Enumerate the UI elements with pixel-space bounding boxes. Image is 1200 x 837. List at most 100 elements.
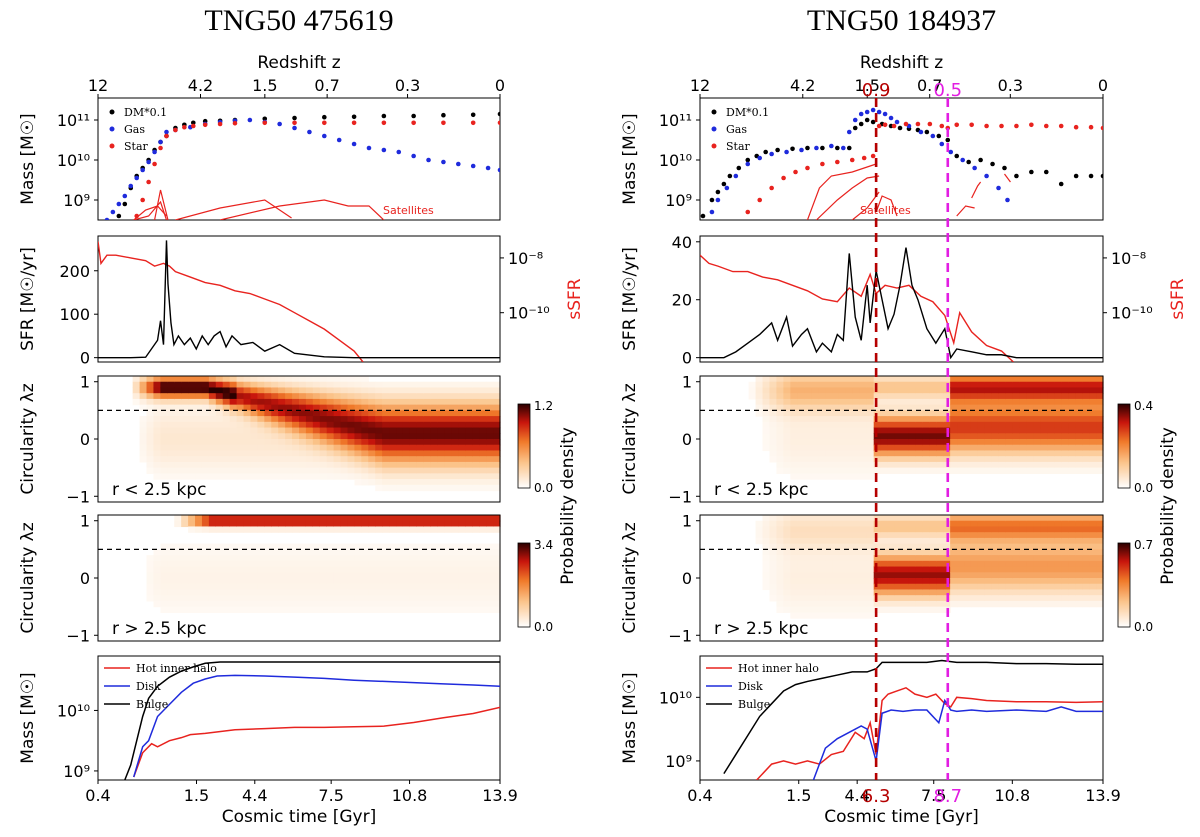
heatmap-cell <box>804 595 812 602</box>
heatmap-cell <box>423 393 432 400</box>
heatmap-cell <box>368 526 376 533</box>
heatmap-cell <box>444 606 453 613</box>
gas-mass-point <box>724 185 730 191</box>
heatmap-cell <box>396 560 404 568</box>
heatmap-cell <box>250 404 259 411</box>
heatmap-cell <box>423 387 432 394</box>
heatmap-cell <box>908 387 916 394</box>
heatmap-cell <box>285 381 293 389</box>
heatmap-cell <box>195 439 203 446</box>
heatmap-cell <box>838 578 847 585</box>
heatmap-cell <box>299 595 307 602</box>
heatmap-cell <box>264 473 272 480</box>
heatmap-cell <box>271 387 279 394</box>
heatmap-cell <box>402 578 411 585</box>
heatmap-cell <box>1075 456 1083 463</box>
heatmap-cell <box>970 467 979 474</box>
heatmap-cell <box>866 381 875 389</box>
heatmap-cell <box>838 450 847 457</box>
heatmap-cell <box>783 398 791 406</box>
gas-mass-point <box>470 163 476 169</box>
heatmap-cell <box>250 549 259 556</box>
heatmap-cell <box>1033 444 1042 452</box>
heatmap-cell <box>797 606 805 613</box>
heatmap-cell <box>472 549 480 556</box>
heatmap-cell <box>326 549 335 556</box>
heatmap-cell <box>222 572 231 579</box>
heatmap-cell <box>430 543 439 550</box>
heatmap-cell <box>1005 387 1014 394</box>
heatmap-cell <box>312 467 321 474</box>
heatmap-cell <box>1012 572 1021 579</box>
heatmap-cell <box>465 450 473 457</box>
heatmap-cell <box>811 595 819 602</box>
heatmap-cell <box>305 555 314 562</box>
heatmap-cell <box>998 393 1007 400</box>
heatmap-cell <box>1019 572 1028 579</box>
heatmap-cell <box>1012 404 1021 411</box>
heatmap-cell <box>347 520 356 528</box>
heatmap-cell <box>894 555 903 562</box>
heatmap-cell <box>1012 444 1021 452</box>
heatmap-cell <box>347 583 356 591</box>
heatmap-cell <box>333 606 342 613</box>
heatmap-cell <box>832 566 840 573</box>
components-panel-frame <box>699 655 1104 781</box>
heatmap-cell <box>195 555 203 562</box>
heatmap-cell <box>818 612 826 619</box>
heatmap-cell <box>783 549 791 556</box>
heatmap-cell <box>984 404 993 411</box>
heatmap-cell <box>312 578 321 585</box>
heatmap-cell <box>160 572 168 579</box>
heatmap-cell <box>368 479 376 486</box>
heatmap-cell <box>229 473 238 480</box>
heatmap-cell <box>305 456 314 463</box>
heatmap-cell <box>1096 456 1104 463</box>
heatmap-cell <box>1012 595 1021 602</box>
heatmap-cell <box>1096 439 1104 446</box>
heatmap-cell <box>832 549 840 556</box>
heatmap-cell <box>783 572 791 579</box>
heatmap-cell <box>181 456 189 463</box>
heatmap-cell <box>465 520 473 528</box>
heatmap-cell <box>894 444 903 452</box>
heatmap-cell <box>472 467 480 474</box>
heatmap-cell <box>1026 578 1035 585</box>
heatmap-cell <box>416 583 425 591</box>
heatmap-cell <box>361 427 369 434</box>
heatmap-cell <box>1019 555 1028 562</box>
heatmap-cell <box>977 439 986 446</box>
heatmap-cell <box>236 404 245 411</box>
heatmap-cell <box>929 578 937 585</box>
heatmap-cell <box>354 572 362 579</box>
heatmap-cell <box>479 595 487 602</box>
heatmap-cell <box>271 578 279 585</box>
heatmap-cell <box>409 515 418 522</box>
heatmap-cell <box>1026 444 1035 452</box>
heatmap-cell <box>146 421 155 429</box>
heatmap-cell <box>472 515 480 522</box>
heatmap-cell <box>887 543 896 550</box>
heatmap-cell <box>236 520 245 528</box>
heatmap-cell <box>458 450 466 457</box>
heatmap-cell <box>1096 543 1104 550</box>
heatmap-cell <box>894 583 903 591</box>
heatmap-cell <box>347 543 356 550</box>
heatmap-cell <box>160 543 168 550</box>
heatmap-cell <box>215 600 224 608</box>
heatmap-cell <box>222 404 231 411</box>
redshift-tick-label: 12 <box>690 76 710 95</box>
heatmap-cell <box>333 410 342 417</box>
heatmap-cell <box>1082 560 1090 568</box>
heatmap-cell <box>361 404 369 411</box>
heatmap-cell <box>818 543 826 550</box>
star-mass-point <box>861 155 867 161</box>
heatmap-cell <box>285 583 293 591</box>
radius-label: r < 2.5 kpc <box>112 480 206 500</box>
heatmap-cell <box>430 381 439 389</box>
heatmap-cell <box>174 461 182 469</box>
heatmap-cell <box>493 381 501 389</box>
heatmap-cell <box>493 421 501 429</box>
heatmap-cell <box>873 421 882 429</box>
heatmap-cell <box>181 566 189 573</box>
